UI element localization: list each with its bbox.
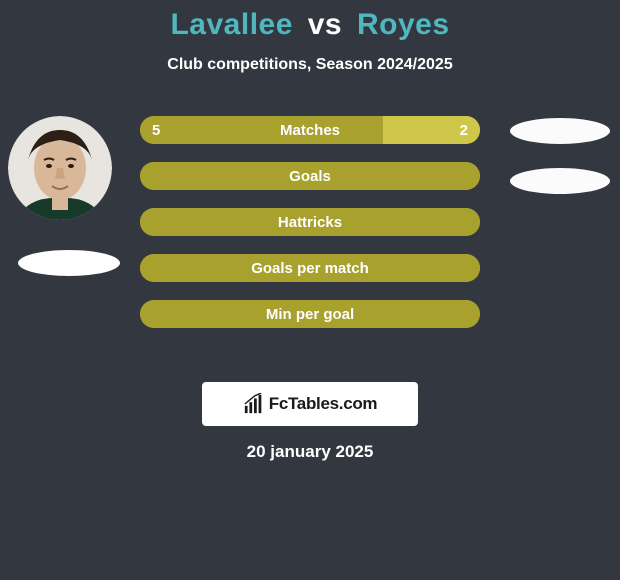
stat-bar-row: Goals per match [140,254,480,282]
player2-team-badge-1 [510,118,610,144]
stat-bar-row: Min per goal [140,300,480,328]
page-title: Lavallee vs Royes [0,0,620,42]
stat-bar-label: Hattricks [140,208,480,236]
stat-bar-label: Goals [140,162,480,190]
snapshot-date: 20 january 2025 [0,442,620,462]
player1-avatar [8,116,112,220]
player2-name: Royes [357,8,450,41]
subtitle: Club competitions, Season 2024/2025 [0,56,620,74]
avatar-illustration [8,116,112,220]
player1-name: Lavallee [170,8,292,41]
stat-bars: Matches52GoalsHattricksGoals per matchMi… [140,116,480,328]
stat-bar-row: Matches52 [140,116,480,144]
stat-bar-label: Goals per match [140,254,480,282]
stat-bar-row: Hattricks [140,208,480,236]
logo-text: FcTables.com [269,394,378,414]
stat-bar-right-value: 2 [428,116,468,144]
player2-team-badge-2 [510,168,610,194]
vs-text: vs [308,8,342,41]
chart-icon [243,393,265,415]
stat-bar-label: Min per goal [140,300,480,328]
stat-bar-row: Goals [140,162,480,190]
player1-team-badge [18,250,120,276]
source-logo: FcTables.com [202,382,418,426]
stat-bar-left-value: 5 [152,116,192,144]
comparison-content: Matches52GoalsHattricksGoals per matchMi… [0,116,620,366]
